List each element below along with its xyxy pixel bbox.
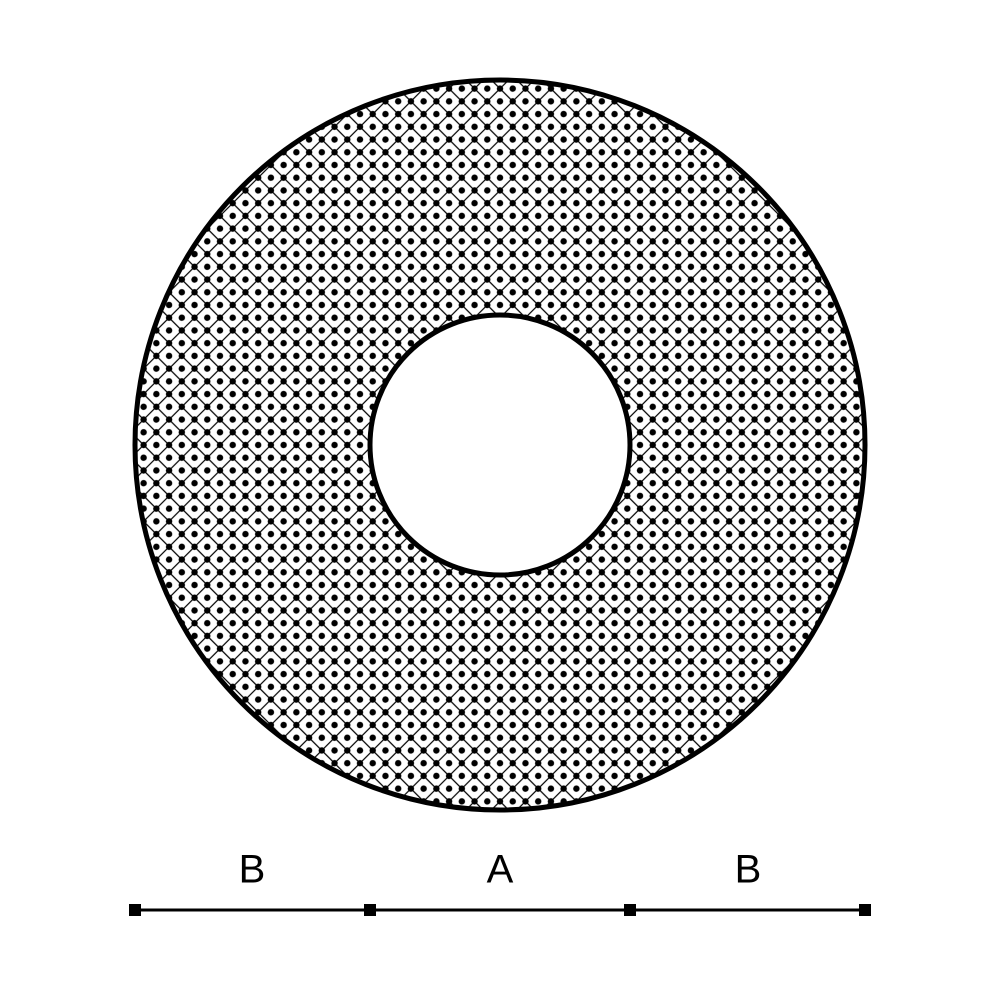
dimension-label-mid: A: [487, 848, 514, 893]
diagram-container: B A B: [0, 0, 1000, 1000]
dimension-label-right: B: [735, 848, 762, 893]
dimension-label-left: B: [239, 848, 266, 893]
